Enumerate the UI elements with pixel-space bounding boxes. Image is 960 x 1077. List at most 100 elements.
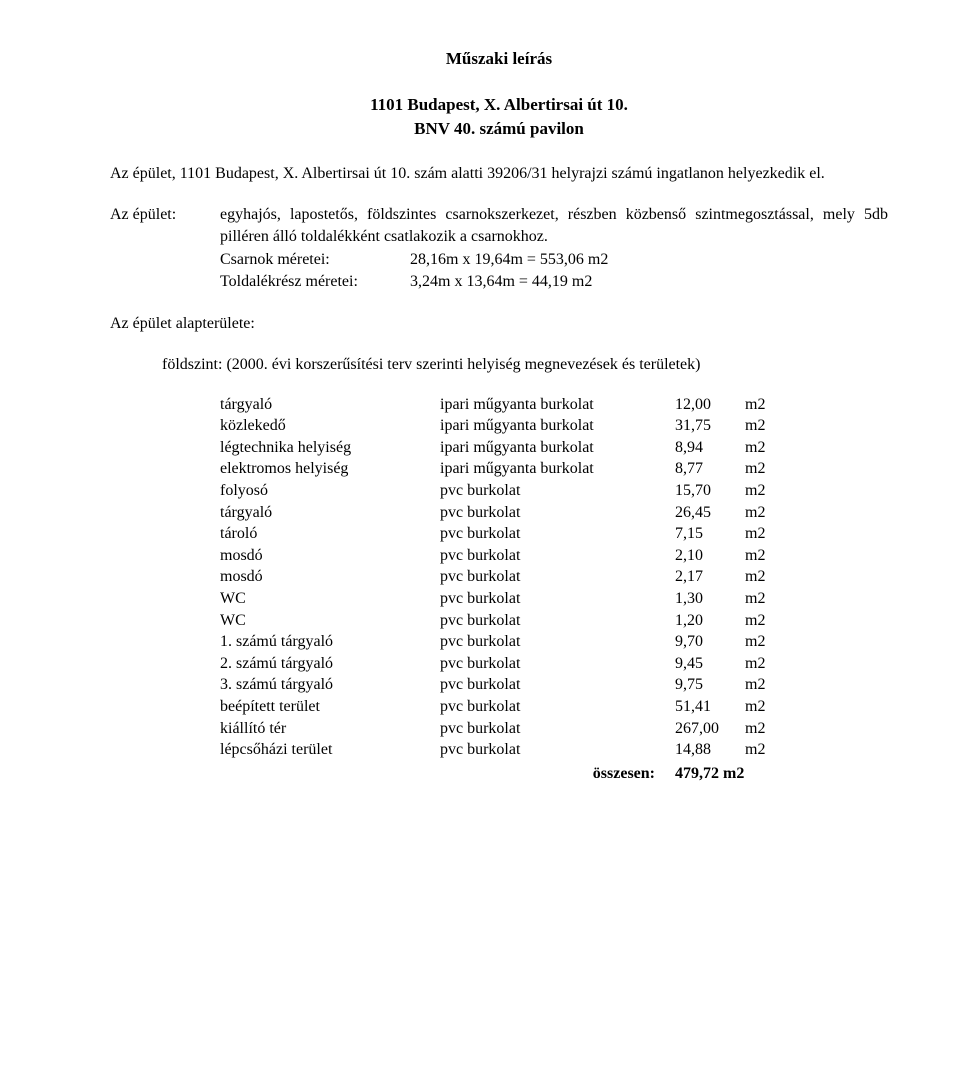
room-surface: ipari műgyanta burkolat bbox=[440, 394, 675, 416]
room-unit: m2 bbox=[745, 458, 785, 480]
table-row: légtechnika helyiségipari műgyanta burko… bbox=[220, 437, 860, 459]
room-surface: pvc burkolat bbox=[440, 653, 675, 675]
table-row: 3. számú tárgyalópvc burkolat9,75m2 bbox=[220, 674, 860, 696]
room-surface: pvc burkolat bbox=[440, 545, 675, 567]
room-unit: m2 bbox=[745, 523, 785, 545]
room-area: 2,10 bbox=[675, 545, 745, 567]
room-unit: m2 bbox=[745, 588, 785, 610]
room-surface: pvc burkolat bbox=[440, 566, 675, 588]
room-surface: pvc burkolat bbox=[440, 480, 675, 502]
room-unit: m2 bbox=[745, 502, 785, 524]
room-surface: pvc burkolat bbox=[440, 502, 675, 524]
floor-line: földszint: (2000. évi korszerűsítési ter… bbox=[162, 354, 888, 376]
room-area: 51,41 bbox=[675, 696, 745, 718]
room-unit: m2 bbox=[745, 545, 785, 567]
room-name: mosdó bbox=[220, 545, 440, 567]
room-surface: ipari műgyanta burkolat bbox=[440, 437, 675, 459]
table-row: beépített területpvc burkolat51,41m2 bbox=[220, 696, 860, 718]
table-row: WCpvc burkolat1,20m2 bbox=[220, 610, 860, 632]
dimension-label: Csarnok méretei: bbox=[220, 249, 410, 271]
room-area: 26,45 bbox=[675, 502, 745, 524]
subtitle-line-1: 1101 Budapest, X. Albertirsai út 10. bbox=[370, 95, 628, 114]
room-unit: m2 bbox=[745, 674, 785, 696]
room-area: 9,70 bbox=[675, 631, 745, 653]
subtitle-line-2: BNV 40. számú pavilon bbox=[414, 119, 584, 138]
room-surface: pvc burkolat bbox=[440, 523, 675, 545]
room-unit: m2 bbox=[745, 696, 785, 718]
room-surface: pvc burkolat bbox=[440, 674, 675, 696]
room-unit: m2 bbox=[745, 718, 785, 740]
room-unit: m2 bbox=[745, 480, 785, 502]
room-area: 7,15 bbox=[675, 523, 745, 545]
room-unit: m2 bbox=[745, 653, 785, 675]
building-dimensions: Csarnok méretei: 28,16m x 19,64m = 553,0… bbox=[220, 249, 888, 292]
room-name: tárgyaló bbox=[220, 502, 440, 524]
dimension-row: Toldalékrész méretei: 3,24m x 13,64m = 4… bbox=[220, 271, 888, 293]
table-row: tárgyalóipari műgyanta burkolat12,00m2 bbox=[220, 394, 860, 416]
total-row: összesen: 479,72 m2 bbox=[220, 763, 860, 785]
room-surface: pvc burkolat bbox=[440, 696, 675, 718]
dimension-row: Csarnok méretei: 28,16m x 19,64m = 553,0… bbox=[220, 249, 888, 271]
intro-paragraph: Az épület, 1101 Budapest, X. Albertirsai… bbox=[110, 163, 888, 185]
total-label: összesen: bbox=[220, 763, 675, 785]
room-area: 31,75 bbox=[675, 415, 745, 437]
room-area: 14,88 bbox=[675, 739, 745, 761]
dimension-value: 28,16m x 19,64m = 553,06 m2 bbox=[410, 249, 608, 271]
room-name: WC bbox=[220, 610, 440, 632]
room-name: 1. számú tárgyaló bbox=[220, 631, 440, 653]
building-definition-text: egyhajós, lapostetős, földszintes csarno… bbox=[220, 206, 888, 245]
room-name: folyosó bbox=[220, 480, 440, 502]
room-surface: pvc burkolat bbox=[440, 610, 675, 632]
room-unit: m2 bbox=[745, 437, 785, 459]
room-name: WC bbox=[220, 588, 440, 610]
room-area: 8,94 bbox=[675, 437, 745, 459]
doc-title: Műszaki leírás bbox=[110, 48, 888, 71]
table-row: WCpvc burkolat1,30m2 bbox=[220, 588, 860, 610]
room-table: tárgyalóipari műgyanta burkolat12,00m2kö… bbox=[220, 394, 860, 785]
room-name: 2. számú tárgyaló bbox=[220, 653, 440, 675]
room-area: 9,45 bbox=[675, 653, 745, 675]
room-name: tároló bbox=[220, 523, 440, 545]
room-name: beépített terület bbox=[220, 696, 440, 718]
total-value: 479,72 m2 bbox=[675, 763, 744, 785]
room-surface: pvc burkolat bbox=[440, 739, 675, 761]
table-row: mosdópvc burkolat2,17m2 bbox=[220, 566, 860, 588]
room-unit: m2 bbox=[745, 610, 785, 632]
room-area: 8,77 bbox=[675, 458, 745, 480]
room-area: 1,20 bbox=[675, 610, 745, 632]
room-unit: m2 bbox=[745, 739, 785, 761]
room-area: 12,00 bbox=[675, 394, 745, 416]
room-area: 1,30 bbox=[675, 588, 745, 610]
room-area: 267,00 bbox=[675, 718, 745, 740]
table-row: folyosópvc burkolat15,70m2 bbox=[220, 480, 860, 502]
room-unit: m2 bbox=[745, 415, 785, 437]
table-row: tárolópvc burkolat7,15m2 bbox=[220, 523, 860, 545]
dimension-value: 3,24m x 13,64m = 44,19 m2 bbox=[410, 271, 592, 293]
doc-subtitle: 1101 Budapest, X. Albertirsai út 10. BNV… bbox=[110, 93, 888, 141]
table-row: 2. számú tárgyalópvc burkolat9,45m2 bbox=[220, 653, 860, 675]
room-surface: ipari műgyanta burkolat bbox=[440, 458, 675, 480]
room-name: mosdó bbox=[220, 566, 440, 588]
table-row: tárgyalópvc burkolat26,45m2 bbox=[220, 502, 860, 524]
room-name: 3. számú tárgyaló bbox=[220, 674, 440, 696]
table-row: elektromos helyiségipari műgyanta burkol… bbox=[220, 458, 860, 480]
building-definition-label: Az épület: bbox=[110, 204, 220, 292]
room-unit: m2 bbox=[745, 566, 785, 588]
room-unit: m2 bbox=[745, 631, 785, 653]
table-row: lépcsőházi területpvc burkolat14,88m2 bbox=[220, 739, 860, 761]
room-surface: pvc burkolat bbox=[440, 631, 675, 653]
room-area: 9,75 bbox=[675, 674, 745, 696]
room-area: 2,17 bbox=[675, 566, 745, 588]
room-surface: pvc burkolat bbox=[440, 718, 675, 740]
dimension-label: Toldalékrész méretei: bbox=[220, 271, 410, 293]
table-row: közlekedőipari műgyanta burkolat31,75m2 bbox=[220, 415, 860, 437]
table-row: mosdópvc burkolat2,10m2 bbox=[220, 545, 860, 567]
room-area: 15,70 bbox=[675, 480, 745, 502]
room-unit: m2 bbox=[745, 394, 785, 416]
room-name: tárgyaló bbox=[220, 394, 440, 416]
room-name: közlekedő bbox=[220, 415, 440, 437]
table-row: 1. számú tárgyalópvc burkolat9,70m2 bbox=[220, 631, 860, 653]
room-surface: pvc burkolat bbox=[440, 588, 675, 610]
building-definition: Az épület: egyhajós, lapostetős, földszi… bbox=[110, 204, 888, 292]
room-name: légtechnika helyiség bbox=[220, 437, 440, 459]
